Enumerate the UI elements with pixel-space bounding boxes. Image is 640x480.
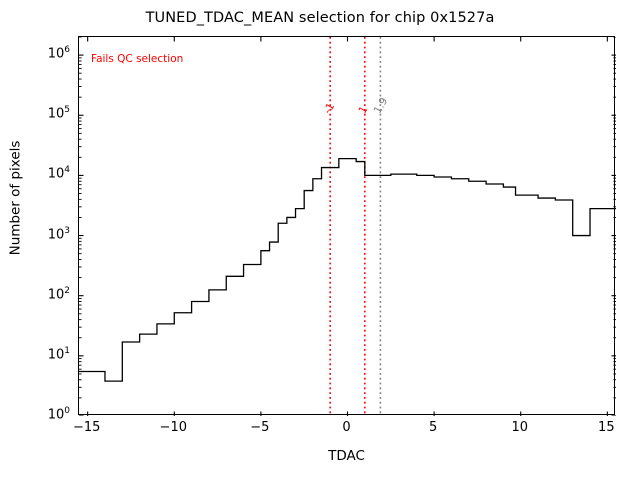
y-tick-label: 103 (47, 225, 70, 242)
y-tick-label: 100 (47, 406, 70, 423)
plot-area: Fails QC selection (78, 36, 616, 416)
histogram-svg (79, 37, 616, 416)
x-axis-label: TDAC (328, 448, 365, 464)
y-tick-label: 106 (47, 45, 70, 62)
threshold-vlines (329, 37, 382, 416)
x-tick-label: −10 (159, 420, 187, 435)
x-tick-label: 5 (428, 420, 438, 435)
histogram-step-line (79, 157, 616, 382)
y-axis-label: Number of pixels (7, 140, 24, 256)
y-tick-label: 102 (47, 285, 70, 303)
x-tick-label: 10 (511, 420, 528, 435)
chart-title: TUNED_TDAC_MEAN selection for chip 0x152… (145, 10, 495, 26)
qc-annotation-text: Fails QC selection (91, 53, 184, 65)
x-tick-label: −5 (250, 420, 270, 435)
x-tick-label: 15 (598, 420, 615, 435)
y-tick-label: 101 (47, 345, 70, 363)
x-tick-label: 0 (342, 420, 351, 435)
axis-ticks (79, 37, 616, 416)
y-tick-label: 105 (47, 105, 70, 122)
y-tick-label: 104 (47, 165, 70, 182)
x-tick-label: −15 (72, 420, 101, 435)
